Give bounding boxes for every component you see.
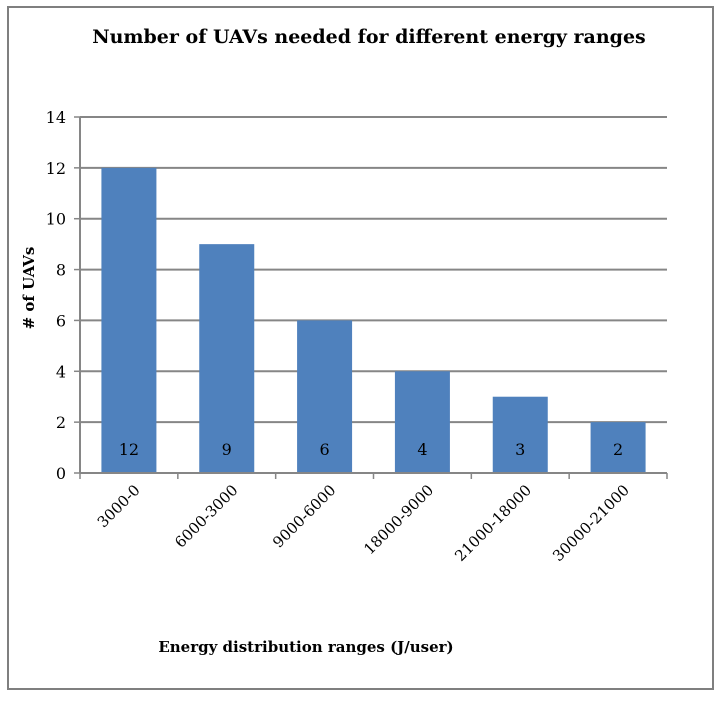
x-tick-label: 3000-0 bbox=[94, 481, 144, 531]
bar bbox=[590, 422, 646, 473]
y-tick-label: 4 bbox=[56, 362, 66, 381]
x-axis-title: Energy distribution ranges (J/user) bbox=[158, 638, 453, 656]
y-tick-label: 10 bbox=[46, 210, 66, 229]
bar bbox=[199, 244, 255, 473]
y-tick-label: 8 bbox=[56, 261, 66, 280]
y-tick-label: 0 bbox=[56, 464, 66, 483]
x-tick-label: 9000-6000 bbox=[269, 481, 339, 551]
x-tick-label: 21000-18000 bbox=[451, 481, 535, 565]
y-axis-title: # of UAVs bbox=[20, 247, 38, 330]
bar bbox=[394, 371, 450, 473]
x-tick-label: 30000-21000 bbox=[549, 481, 633, 565]
y-tick-label: 6 bbox=[56, 311, 66, 330]
x-tick-label: 18000-9000 bbox=[360, 481, 437, 558]
data-label: 3 bbox=[515, 440, 525, 459]
data-label: 9 bbox=[222, 440, 232, 459]
x-tick-label: 6000-3000 bbox=[171, 481, 241, 551]
data-label: 6 bbox=[319, 440, 329, 459]
data-label: 2 bbox=[613, 440, 623, 459]
y-tick-label: 14 bbox=[46, 108, 66, 127]
plot-area: 0 2 4 6 8 10 12 14 12 9 6 4 3 2 3000-0 6000-3000 9000-60… bbox=[46, 108, 668, 565]
data-label: 12 bbox=[119, 440, 139, 459]
bar bbox=[492, 396, 548, 473]
bar bbox=[297, 320, 353, 473]
bar bbox=[101, 167, 157, 473]
y-tick-label: 12 bbox=[46, 159, 66, 178]
data-label: 4 bbox=[417, 440, 427, 459]
y-tick-label: 2 bbox=[56, 413, 66, 432]
chart-title: Number of UAVs needed for different ener… bbox=[92, 26, 646, 48]
